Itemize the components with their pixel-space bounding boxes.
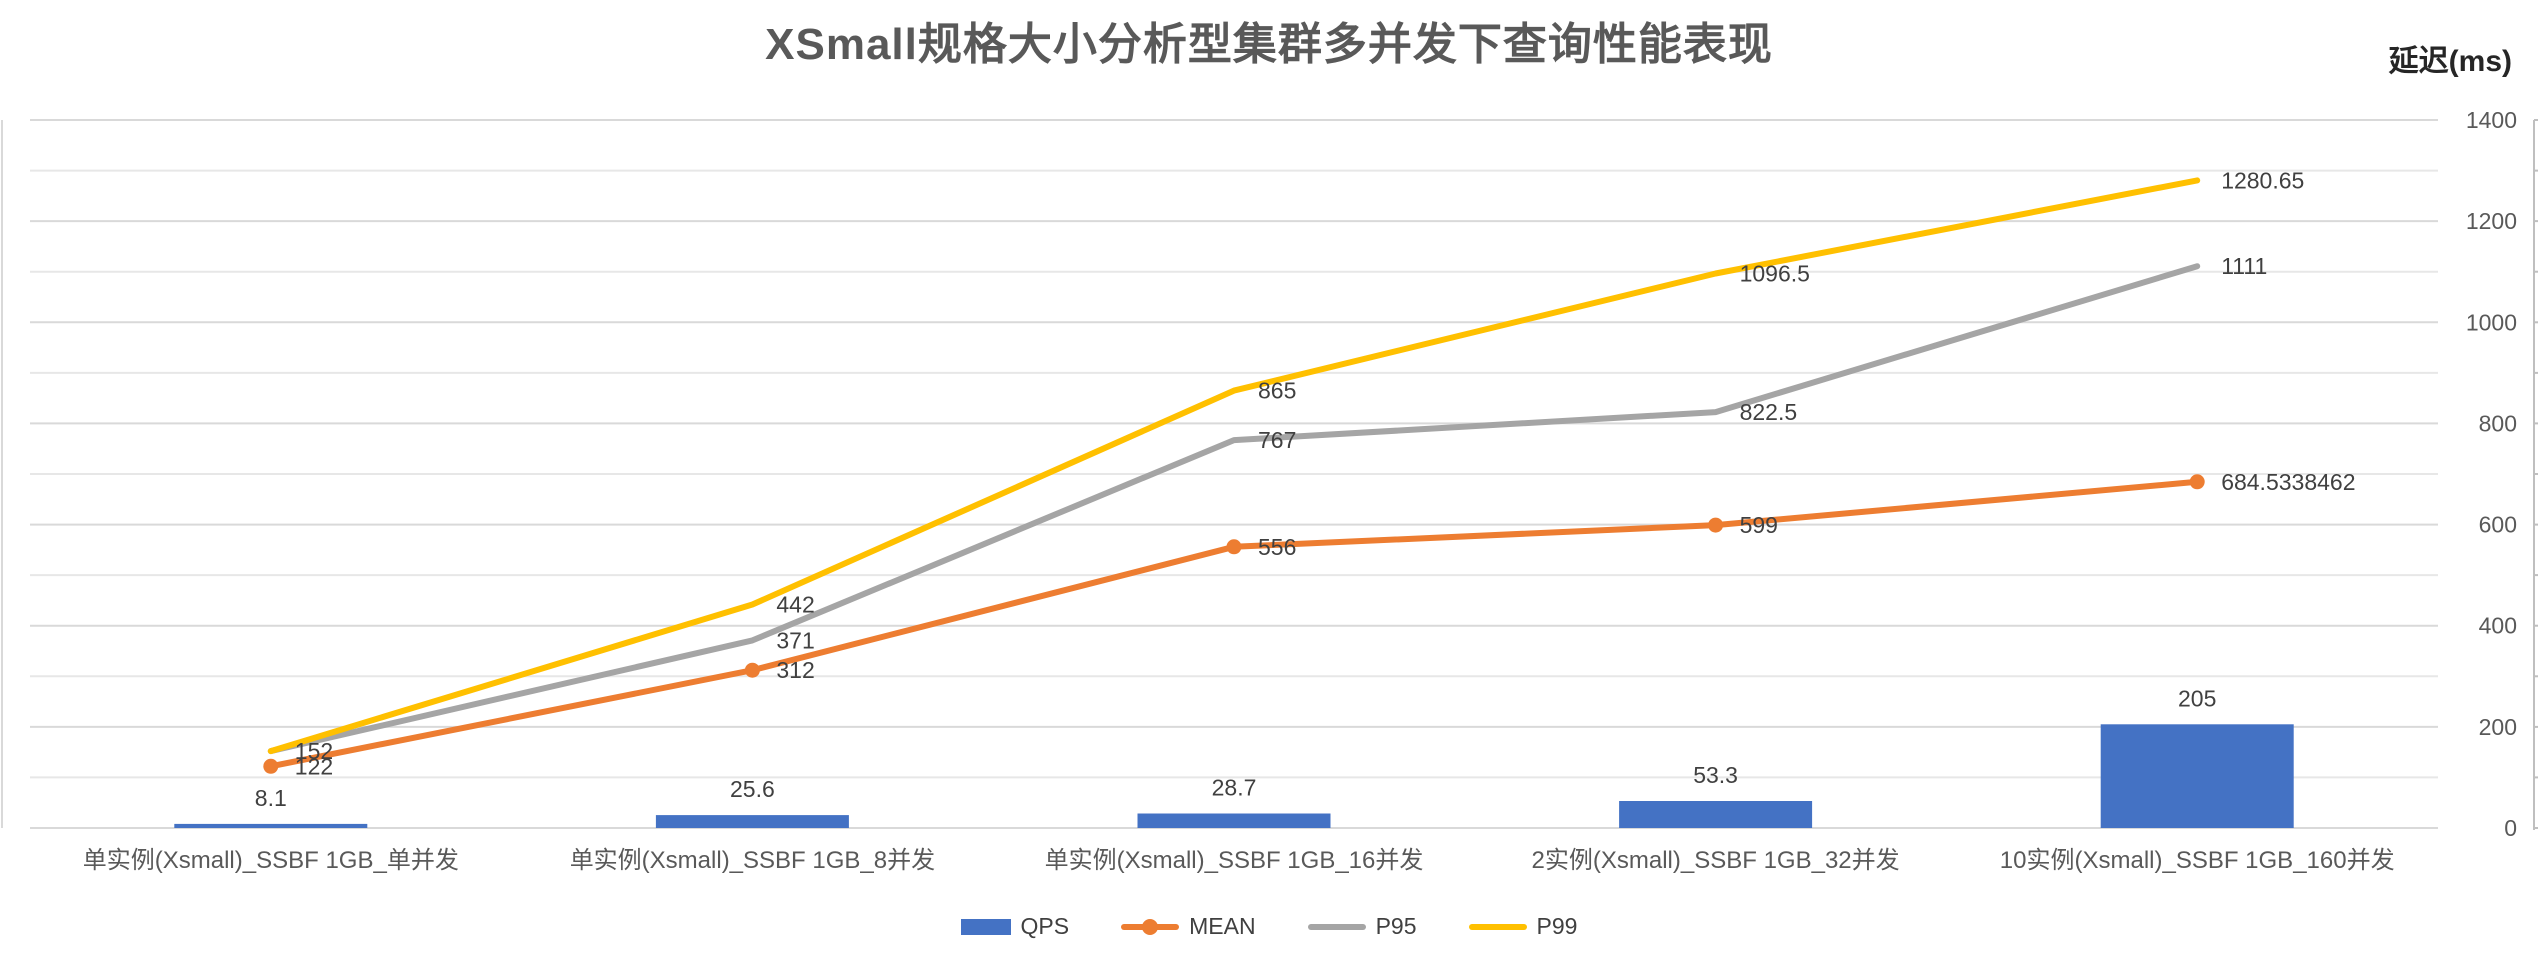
data-label-p95-4: 1111	[2221, 253, 2267, 279]
line-p99	[267, 177, 2201, 755]
data-label-p95-0: 152	[295, 738, 333, 764]
data-label-p99-2: 865	[1258, 378, 1296, 404]
legend-line-swatch	[1468, 919, 1527, 935]
marker-mean-2	[1226, 539, 1242, 555]
marker-mean-4	[2189, 474, 2205, 490]
data-label-mean-2: 556	[1258, 534, 1296, 560]
legend-item-p99: P99	[1468, 913, 1578, 940]
data-label-p99-4: 1280.65	[2221, 167, 2304, 193]
legend-label: P99	[1536, 913, 1578, 939]
legend-line	[1307, 923, 1366, 930]
legend-label: MEAN	[1189, 913, 1256, 939]
y-axis-unit-label: 延迟(ms)	[2388, 45, 2512, 78]
y-tick-label: 0	[2504, 815, 2517, 841]
category-label-1: 单实例(Xsmall)_SSBF 1GB_8并发	[570, 847, 935, 874]
data-label-p99-3: 1096.5	[1740, 261, 1810, 287]
marker-mean-0	[263, 758, 279, 774]
data-label-p95-3: 822.5	[1740, 399, 1798, 425]
chart-title: XSmall规格大小分析型集群多并发下查询性能表现	[765, 20, 1773, 69]
legend-item-mean: MEAN	[1121, 913, 1256, 940]
legend-item-qps: QPS	[960, 913, 1070, 940]
line-p95	[267, 263, 2201, 755]
bar-qps-4	[2100, 724, 2294, 828]
data-label-p95-1: 371	[776, 627, 814, 653]
y-tick-label: 400	[2479, 613, 2517, 639]
legend-label: QPS	[1020, 913, 1070, 939]
data-label-p99-1: 442	[776, 592, 814, 618]
data-label-mean-1: 312	[776, 657, 814, 683]
data-label-qps-1: 25.6	[730, 776, 775, 802]
y-tick-label: 200	[2479, 714, 2517, 740]
legend-marker-dot	[1142, 918, 1159, 935]
data-label-qps-3: 53.3	[1693, 762, 1738, 788]
marker-mean-3	[1708, 517, 1724, 533]
legend-line-swatch	[1307, 919, 1366, 935]
data-label-qps-0: 8.1	[255, 785, 287, 811]
data-label-qps-4: 205	[2178, 685, 2216, 711]
y-tick-label: 1200	[2466, 208, 2517, 234]
data-label-mean-4: 684.5338462	[2221, 469, 2355, 495]
category-label-2: 单实例(Xsmall)_SSBF 1GB_16并发	[1045, 847, 1424, 874]
y-tick-label: 1000	[2466, 309, 2517, 335]
bar-qps-0	[174, 823, 368, 828]
legend-bar-swatch	[960, 918, 1011, 935]
category-label-3: 2实例(Xsmall)_SSBF 1GB_32并发	[1532, 847, 1900, 874]
data-label-mean-0: 122	[295, 753, 333, 779]
data-label-mean-3: 599	[1740, 512, 1778, 538]
y-tick-label: 800	[2479, 410, 2517, 436]
legend-line	[1468, 923, 1527, 930]
bar-qps-2	[1137, 813, 1331, 828]
data-label-p95-2: 767	[1258, 427, 1296, 453]
bar-qps-3	[1619, 801, 1813, 828]
y-tick-label: 1400	[2466, 107, 2517, 133]
category-label-0: 单实例(Xsmall)_SSBF 1GB_单并发	[83, 847, 459, 874]
legend-label: P95	[1375, 913, 1417, 939]
category-label-4: 10实例(Xsmall)_SSBF 1GB_160并发	[2000, 847, 2395, 874]
data-label-qps-2: 28.7	[1212, 775, 1257, 801]
legend: QPS MEAN P95 P99	[0, 913, 2538, 940]
legend-item-p95: P95	[1307, 913, 1417, 940]
legend-line-dot-swatch	[1121, 918, 1180, 935]
y-tick-label: 600	[2479, 512, 2517, 538]
marker-mean-1	[744, 662, 760, 678]
bar-qps-1	[655, 815, 849, 828]
